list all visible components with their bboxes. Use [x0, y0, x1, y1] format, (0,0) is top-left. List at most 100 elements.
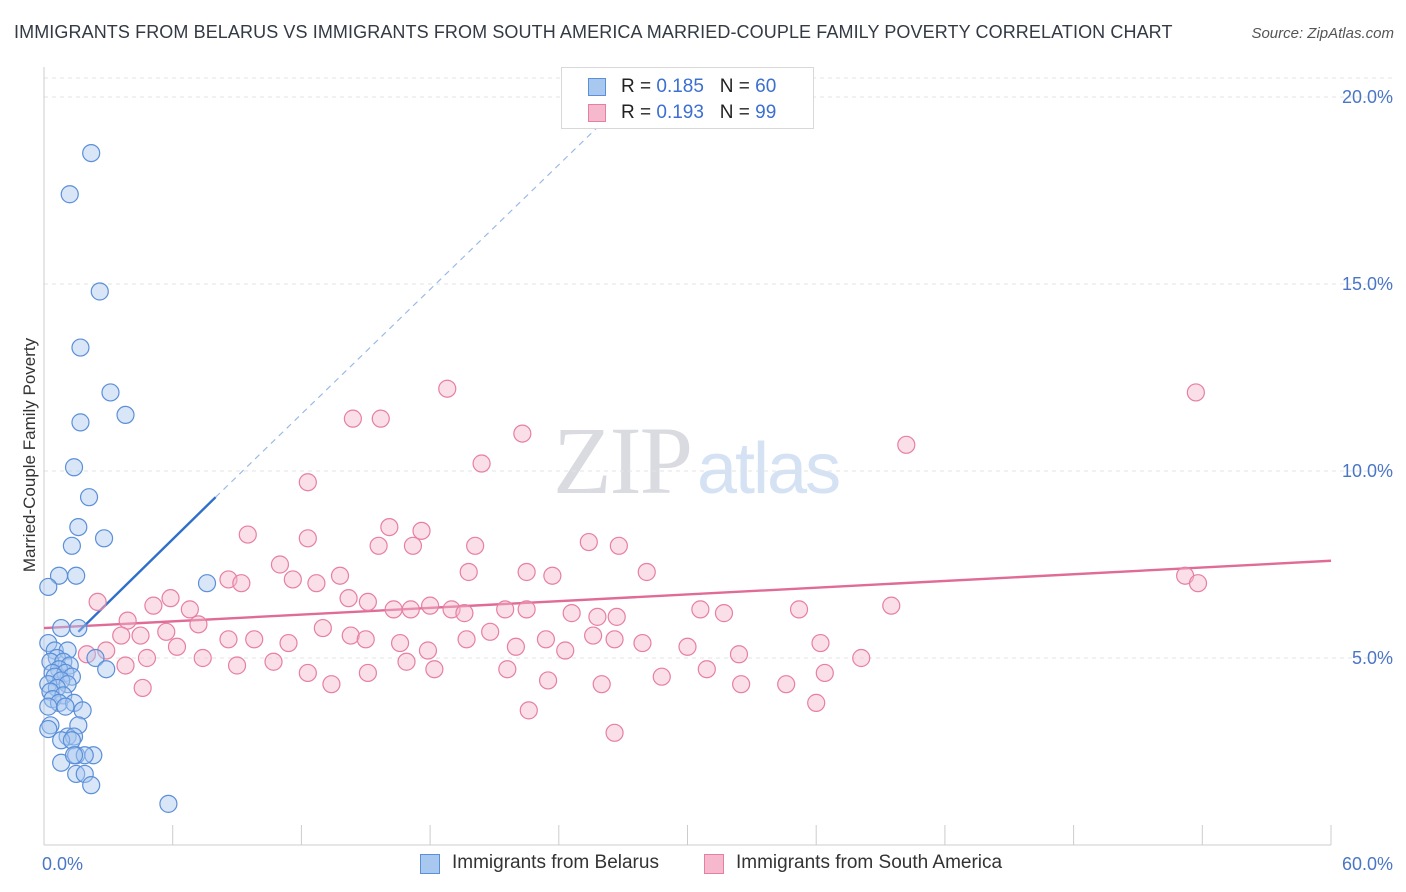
legend-swatch-belarus — [588, 78, 606, 96]
point-south-america — [390, 633, 410, 653]
point-south-america — [232, 574, 251, 593]
trendline-south-america-line — [43, 559, 1332, 630]
point-south-america — [264, 652, 283, 671]
points-belarus — [39, 144, 217, 813]
point-belarus — [52, 731, 71, 750]
points-south-america — [77, 379, 1208, 742]
point-belarus — [71, 413, 90, 432]
point-south-america — [313, 618, 332, 638]
point-south-america — [118, 611, 137, 630]
watermark-atlas: atlas — [697, 429, 841, 509]
point-belarus — [101, 383, 120, 402]
trendline-belarus — [77, 122, 603, 633]
point-belarus — [64, 458, 84, 477]
point-south-america — [116, 656, 135, 675]
point-belarus — [58, 641, 77, 660]
watermark-zip: ZIP — [553, 407, 693, 514]
point-south-america — [852, 648, 871, 668]
point-south-america — [133, 678, 152, 698]
point-south-america — [609, 536, 628, 555]
point-south-america — [358, 663, 377, 683]
point-south-america — [1188, 574, 1208, 593]
point-belarus — [90, 282, 109, 301]
bottom-legend-swatch-south-america — [704, 854, 724, 874]
point-south-america — [144, 596, 163, 615]
trendline-belarus-extension — [215, 122, 603, 498]
source-label: Source: ZipAtlas.com — [1251, 25, 1394, 42]
bottom-legend-swatch-belarus — [420, 854, 440, 874]
point-belarus — [79, 488, 99, 507]
point-south-america — [97, 641, 116, 660]
point-south-america — [322, 675, 341, 694]
point-south-america — [732, 675, 751, 694]
point-south-america — [283, 570, 302, 589]
point-south-america — [455, 604, 474, 623]
point-south-america — [270, 555, 290, 574]
point-south-america — [279, 633, 298, 653]
bottom-legend-label-belarus: Immigrants from Belarus — [452, 852, 659, 873]
point-south-america — [517, 600, 536, 619]
stats-legend: R = 0.185 N = 60 R = 0.193 N = 99 — [561, 67, 814, 129]
point-south-america — [691, 600, 710, 619]
point-belarus — [39, 577, 58, 597]
legend-n-value-south-america: 99 — [755, 102, 777, 123]
chart-title: IMMIGRANTS FROM BELARUS VS IMMIGRANTS FR… — [14, 22, 1173, 42]
point-south-america — [579, 532, 598, 552]
point-south-america — [339, 589, 358, 608]
legend-r-value-belarus: 0.185 — [656, 76, 704, 97]
point-south-america — [369, 536, 388, 555]
point-belarus — [39, 719, 58, 739]
point-south-america — [397, 652, 416, 671]
point-belarus — [197, 574, 217, 593]
point-south-america — [519, 701, 538, 720]
point-belarus — [116, 405, 135, 424]
point-south-america — [807, 693, 826, 712]
point-south-america — [592, 675, 611, 694]
point-south-america — [605, 723, 624, 742]
x-tick-label: 0.0% — [42, 854, 83, 874]
point-belarus — [94, 529, 114, 548]
point-belarus — [60, 185, 79, 204]
point-south-america — [678, 637, 697, 656]
point-south-america — [513, 424, 532, 443]
point-south-america — [815, 663, 834, 683]
point-south-america — [298, 663, 317, 683]
tick-labels: 5.0% 10.0% 15.0% 20.0% 0.0% 60.0% — [42, 87, 1393, 874]
point-belarus — [75, 764, 94, 784]
point-south-america — [307, 574, 326, 593]
point-south-america — [343, 409, 362, 428]
point-south-america — [238, 525, 257, 544]
point-south-america — [131, 626, 150, 645]
point-south-america — [466, 536, 485, 555]
point-south-america — [161, 589, 180, 608]
point-south-america — [789, 600, 809, 619]
point-south-america — [193, 648, 212, 668]
point-south-america — [219, 630, 238, 649]
point-south-america — [729, 645, 749, 664]
point-belarus — [67, 566, 86, 585]
point-south-america — [380, 517, 399, 537]
point-south-america — [1186, 383, 1205, 402]
point-belarus — [56, 697, 75, 716]
point-south-america — [356, 630, 375, 649]
point-south-america — [112, 626, 131, 645]
point-south-america — [459, 562, 478, 582]
point-belarus — [82, 776, 101, 795]
point-belarus — [58, 675, 77, 694]
watermark: ZIPatlas — [553, 405, 841, 516]
point-south-america — [556, 641, 575, 660]
point-belarus — [52, 618, 71, 638]
point-south-america — [637, 562, 656, 582]
point-south-america — [897, 435, 916, 454]
legend-r-label: R = — [621, 76, 657, 97]
legend-r-value-south-america: 0.193 — [656, 102, 704, 123]
point-south-america — [421, 596, 440, 615]
point-south-america — [506, 637, 526, 656]
point-south-america — [189, 615, 208, 634]
y-tick-label: 5.0% — [1352, 648, 1393, 668]
point-south-america — [714, 604, 734, 623]
point-south-america — [371, 409, 390, 428]
point-south-america — [882, 596, 901, 615]
trendline-south-america — [43, 559, 1332, 630]
point-south-america — [227, 656, 247, 675]
